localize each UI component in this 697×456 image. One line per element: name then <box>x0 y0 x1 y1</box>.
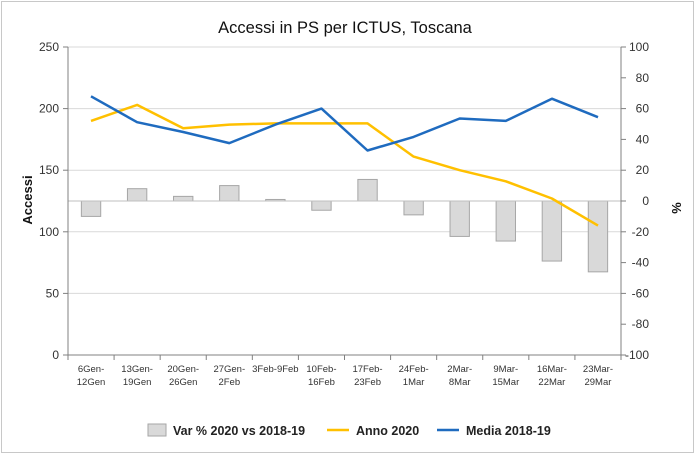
series-line-anno-2020 <box>90 103 599 227</box>
category-axis-labels: 6Gen- 12Gen 13Gen- 19Gen 20Gen- 26Gen 27Gen- 2F… <box>77 364 613 388</box>
category-label-line: 29Mar <box>584 377 611 388</box>
left-axis-ticks: 0 50 100 150 200 250 <box>39 40 59 362</box>
bar <box>219 185 240 202</box>
left-tick-label: 50 <box>46 286 60 300</box>
category-label-line: 23Mar- <box>583 364 613 375</box>
right-axis-ticks: -100 -80 -60 -40 -20 0 20 40 60 80 100 <box>625 40 649 362</box>
right-tick-label: 80 <box>636 71 650 85</box>
category-label-line: 2Feb <box>218 377 240 388</box>
bar <box>403 200 424 216</box>
category-label-line: 26Gen <box>169 377 198 388</box>
chart-title: Accessi in PS per ICTUS, Toscana <box>218 19 473 37</box>
right-tick-label: 40 <box>636 132 650 146</box>
category-label: 27Gen- 2Feb <box>213 364 245 388</box>
category-label-line: 17Feb- <box>352 364 382 375</box>
category-label-line: 13Gen- <box>121 364 153 375</box>
right-tick-label: -100 <box>625 348 649 362</box>
right-tick-label: 20 <box>636 163 650 177</box>
legend: Var % 2020 vs 2018-19 Anno 2020 Media 2018… <box>147 423 551 438</box>
category-label-line: 16Mar- <box>537 364 567 375</box>
category-label-line: 8Mar <box>449 377 471 388</box>
left-tick-label: 250 <box>39 40 59 54</box>
line-series <box>90 95 599 227</box>
bar <box>495 200 516 242</box>
bar <box>449 200 470 237</box>
legend-label: Anno 2020 <box>356 424 419 438</box>
category-label-line: 19Gen <box>123 377 152 388</box>
bar <box>587 200 609 273</box>
category-label-line: 15Mar <box>492 377 519 388</box>
category-label-line: 16Feb <box>308 377 335 388</box>
category-label-line: 10Feb- <box>306 364 336 375</box>
category-label-line: 24Feb- <box>399 364 429 375</box>
axes <box>63 46 626 360</box>
right-tick-label: 100 <box>629 40 649 54</box>
category-label: 2Mar- 8Mar <box>447 364 472 388</box>
legend-label: Var % 2020 vs 2018-19 <box>173 424 305 438</box>
right-tick-label: -60 <box>632 286 650 300</box>
right-tick-label: -40 <box>632 256 650 270</box>
category-label: 9Mar- 15Mar <box>492 364 519 388</box>
bar-series <box>80 178 609 273</box>
category-label-line: 23Feb <box>354 377 381 388</box>
category-label-line: 27Gen- <box>213 364 245 375</box>
category-label: 17Feb- 23Feb <box>352 364 382 388</box>
category-label-line: 6Gen- <box>78 364 104 375</box>
bar <box>80 200 102 217</box>
legend-label: Media 2018-19 <box>466 424 551 438</box>
right-tick-label: 0 <box>642 194 649 208</box>
right-tick-label: -80 <box>632 317 650 331</box>
category-label-line: 22Mar <box>538 377 565 388</box>
legend-swatch <box>147 423 167 437</box>
left-tick-label: 200 <box>39 102 59 116</box>
left-tick-label: 150 <box>39 163 59 177</box>
bar <box>311 200 332 211</box>
bar <box>357 178 378 202</box>
bar <box>173 195 194 202</box>
bar <box>541 200 563 262</box>
right-axis-label: % <box>669 202 684 214</box>
category-label-line: 2Mar- <box>447 364 472 375</box>
category-label-line: 1Mar <box>403 377 425 388</box>
bar <box>126 188 148 202</box>
left-tick-label: 0 <box>52 348 59 362</box>
gridlines <box>68 46 621 294</box>
series-line-media-2018-19 <box>90 95 599 152</box>
left-axis-label: Accessi <box>20 175 35 224</box>
category-label: 10Feb- 16Feb <box>306 364 336 388</box>
category-label: 23Mar- 29Mar <box>583 364 613 388</box>
category-label: 24Feb- 1Mar <box>399 364 429 388</box>
category-label-line: 3Feb-9Feb <box>252 364 298 375</box>
category-label: 13Gen- 19Gen <box>121 364 153 388</box>
category-label: 20Gen- 26Gen <box>167 364 199 388</box>
category-label-line: 12Gen <box>77 377 106 388</box>
right-tick-label: 60 <box>636 102 650 116</box>
right-tick-label: -20 <box>632 225 650 239</box>
left-tick-label: 100 <box>39 225 59 239</box>
category-label: 6Gen- 12Gen <box>77 364 106 388</box>
category-label: 16Mar- 22Mar <box>537 364 567 388</box>
category-label-line: 20Gen- <box>167 364 199 375</box>
category-label-line: 9Mar- <box>493 364 518 375</box>
category-label: 3Feb-9Feb <box>252 364 298 375</box>
